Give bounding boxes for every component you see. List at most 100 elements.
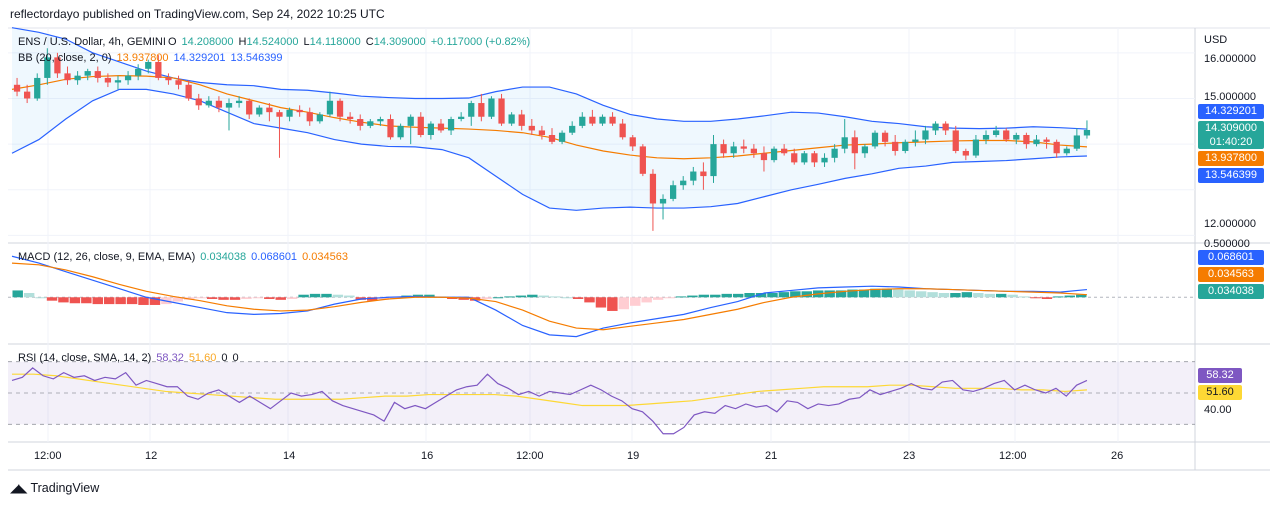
close-label: C xyxy=(365,36,374,48)
candle-body xyxy=(478,103,485,117)
rsi-pane xyxy=(8,361,1195,435)
candle-33 xyxy=(347,112,354,124)
candle-34 xyxy=(357,114,364,131)
candle-23 xyxy=(246,98,253,120)
macd-hist-bar-45 xyxy=(527,294,538,298)
macd-hist-bar-59 xyxy=(687,295,698,298)
candle-body xyxy=(942,123,949,131)
macd-legend: MACD (12, 26, close, 9, EMA, EMA) 0.03403… xyxy=(18,251,353,263)
candle-87 xyxy=(892,135,899,156)
candle-101 xyxy=(1033,135,1040,147)
candle-body xyxy=(1043,139,1050,142)
macd-hist-bar-4 xyxy=(58,297,69,303)
macd-hist-value: 0.034038 xyxy=(200,251,247,263)
candle-body xyxy=(54,57,61,74)
candle-38 xyxy=(397,123,404,140)
time-label-7: 21 xyxy=(765,450,778,462)
macd-hist-bar-62 xyxy=(721,293,732,298)
symbol-label: ENS / U.S. Dollar, 4h, GEMINI xyxy=(18,36,166,48)
candle-15 xyxy=(165,73,172,85)
candle-body xyxy=(94,71,101,78)
candle-body xyxy=(276,112,283,117)
macd-hist-bar-36 xyxy=(424,294,435,298)
macd-hist-bar-3 xyxy=(46,297,58,301)
candle-body xyxy=(680,180,687,186)
macd-signal-line xyxy=(11,262,1087,331)
candle-26 xyxy=(276,109,283,158)
macd-hist-bar-12 xyxy=(149,297,161,305)
candle-body xyxy=(952,130,959,151)
macd-hist-bar-79 xyxy=(915,291,927,298)
candle-body xyxy=(992,130,1000,135)
candle-body xyxy=(195,98,202,106)
candle-104 xyxy=(1063,146,1070,156)
macd-hist-bar-50 xyxy=(584,297,595,303)
candle-body xyxy=(458,116,465,120)
candle-69 xyxy=(710,135,717,183)
candle-22 xyxy=(235,96,243,108)
candle-27 xyxy=(286,107,293,122)
candle-body xyxy=(710,144,717,177)
macd-pane xyxy=(8,255,1195,338)
candle-72 xyxy=(740,139,747,154)
bb-basis-value: 13.937800 xyxy=(116,52,169,64)
rsi-ma-value: 51.60 xyxy=(188,352,217,364)
macd-hist-bar-60 xyxy=(698,294,710,298)
macd-hist-bar-55 xyxy=(641,297,652,303)
macd-hist-bar-67 xyxy=(778,292,790,298)
macd-hist-bar-19 xyxy=(229,297,241,300)
time-label-10: 26 xyxy=(1111,450,1124,462)
candle-65 xyxy=(669,180,677,202)
price-pane xyxy=(8,27,1195,236)
candle-73 xyxy=(750,144,757,158)
candle-body xyxy=(44,57,51,78)
candle-body xyxy=(205,100,212,106)
candle-5 xyxy=(64,66,71,85)
bb-legend: BB (20, close, 2, 0) 13.937800 14.329201 13… xyxy=(18,52,288,64)
bb-lower-tag: 13.546399 xyxy=(1198,168,1264,183)
candle-body xyxy=(427,123,435,135)
candle-19 xyxy=(205,96,212,108)
candle-body xyxy=(922,130,929,140)
macd-hist-bar-6 xyxy=(81,297,92,304)
candle-93 xyxy=(952,125,959,154)
macd-hist-bar-27 xyxy=(321,293,332,298)
bb-upper-value: 14.329201 xyxy=(173,52,226,64)
macd-hist-bar-47 xyxy=(549,296,561,298)
macd-hist-bar-87 xyxy=(1007,294,1018,298)
bb-upper-line xyxy=(11,27,1087,130)
macd-hist-bar-66 xyxy=(767,293,778,298)
candle-body xyxy=(518,114,525,126)
candle-body xyxy=(185,84,192,99)
candle-70 xyxy=(720,139,727,158)
low-label: L xyxy=(303,36,310,48)
candle-body xyxy=(64,73,71,81)
tradingview-brand[interactable]: ◢◣ TradingView xyxy=(10,481,99,495)
macd-hist-bar-91 xyxy=(1053,296,1064,298)
macd-line-tag: 0.068601 xyxy=(1198,250,1264,265)
candle-11 xyxy=(124,71,132,85)
candle-body xyxy=(387,119,394,138)
macd-hist-bar-44 xyxy=(515,295,527,298)
candle-body xyxy=(1063,148,1070,154)
candle-92 xyxy=(942,121,949,135)
candle-body xyxy=(306,112,313,122)
macd-line xyxy=(11,255,1088,338)
candle-83 xyxy=(851,130,858,170)
candle-58 xyxy=(599,114,606,126)
macd-hist-bar-14 xyxy=(172,297,184,302)
candle-body xyxy=(649,173,657,204)
candle-56 xyxy=(579,112,586,129)
candle-body xyxy=(599,116,606,124)
time-label-6: 19 xyxy=(627,450,640,462)
candle-body xyxy=(811,153,818,163)
macd-hist-bar-52 xyxy=(607,297,618,311)
candle-body xyxy=(508,114,515,124)
macd-hist-bar-31 xyxy=(367,297,378,301)
rsi-extra-1: 0 xyxy=(221,352,228,364)
candle-body xyxy=(1033,139,1040,145)
candle-31 xyxy=(326,91,334,117)
macd-hist-bar-77 xyxy=(893,289,904,298)
